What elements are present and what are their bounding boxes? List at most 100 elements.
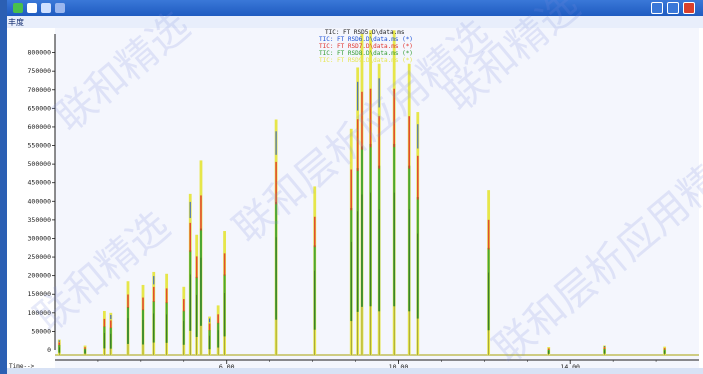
peak [392,30,396,356]
peak-trace-red [142,297,144,311]
peak-trace-red [361,91,363,150]
peak-trace-red [200,195,202,231]
peak-trace-blue [110,314,112,320]
peak-trace-red [103,318,106,327]
peak-trace-red [195,256,198,279]
peak [487,190,491,355]
peak [141,284,145,355]
peak-trace-red [369,88,372,148]
y-tick-label: 400000 [28,197,52,205]
y-tick-label: 600000 [28,123,52,131]
minimize-button[interactable] [651,2,663,14]
peak [223,231,226,355]
peak [360,34,364,355]
window-title-bar[interactable] [7,0,703,16]
close-button[interactable] [683,2,695,14]
legend-entry: TIC: FT RSD5.D\data.ms [325,29,405,36]
peak [195,234,199,355]
peak [274,119,278,355]
peak-trace-red [313,216,316,248]
peak [199,160,203,355]
zoom-icon[interactable] [55,3,65,13]
y-tick-label: 300000 [28,234,52,242]
peak-trace-blue [357,81,359,111]
peak [547,347,551,355]
y-tick-label: 350000 [28,216,52,224]
peak [57,339,61,355]
x-tick-label: 14.00 [560,363,580,370]
y-tick-label: 700000 [28,86,52,94]
peak [109,312,113,355]
peak-trace-red [663,348,666,350]
peak [126,281,130,355]
peak-trace-red [152,286,155,302]
print-icon[interactable] [41,3,51,13]
plot-background [55,28,699,368]
y-tick-label: 50000 [31,327,51,335]
peak-trace-red [603,347,606,349]
peak [369,30,372,356]
peak [663,346,667,355]
y-tick-label: 450000 [28,179,52,187]
peak [407,63,411,355]
peak-trace-blue [417,124,419,149]
peak [356,67,360,355]
peak-trace-red [84,347,86,349]
app-icon [13,3,23,13]
peak-trace-red [547,348,550,350]
peak-trace-red [208,323,211,331]
y-tick-label: 500000 [28,160,52,168]
peak-trace-red [183,299,185,312]
peak-trace-blue [189,201,191,219]
peak [377,63,381,355]
chart-toolbar [7,16,703,28]
chromatogram-plot-area[interactable]: 50000 100000 150000 200000 250000 300000 35000… [7,28,701,371]
y-tick-label: 100000 [28,309,52,317]
peak [165,273,169,355]
peak-trace-blue [603,346,606,347]
chromatogram-peaks [55,30,699,356]
peak-trace-blue [153,276,155,285]
peak-trace-blue [275,131,277,155]
peak [313,186,317,355]
peak [182,286,186,355]
peak-trace-red [408,116,410,169]
legend-entry: TIC: FT RSD7.D\data.ms (*) [319,43,413,50]
peak [603,345,606,355]
peak-trace-red [127,294,129,308]
y-tick-label: 800000 [28,49,52,57]
peak-trace-red [416,155,419,200]
peak-trace-red [223,253,226,276]
peak-trace-red [275,161,277,205]
y-tick-label: 150000 [28,290,52,298]
legend-entry: TIC: FT RSD6.D\data.ms (*) [319,36,413,43]
peak-trace-red [378,116,380,169]
peak [216,305,220,355]
peak-trace-red [393,88,395,148]
peak-trace-blue [208,318,211,323]
peak [208,316,211,355]
peak [152,271,156,355]
peak-trace-red [487,219,490,250]
peak-trace-red [110,320,112,329]
peak-trace-red [350,169,353,211]
y-tick-label: 250000 [28,253,52,261]
peak [83,345,87,355]
y-tick-label: 0 [47,346,51,354]
x-axis: 6.00 10.00 14.00 [55,359,699,371]
peak-trace-red [217,314,219,324]
x-tick-label: 10.00 [389,363,409,370]
save-icon[interactable] [27,3,37,13]
peak-trace-red [58,342,61,346]
x-tick-label: 6.00 [219,363,235,370]
abundance-label: 丰度 [8,18,24,27]
peak [102,310,106,355]
peak-trace-red [356,119,359,171]
y-axis: 50000 100000 150000 200000 250000 300000 35000… [28,34,56,354]
peak-trace-red [189,222,192,252]
peak-trace-red [165,288,168,304]
y-tick-label: 750000 [28,67,52,75]
y-tick-label: 200000 [28,272,52,280]
maximize-button[interactable] [667,2,679,14]
peak [416,112,420,355]
